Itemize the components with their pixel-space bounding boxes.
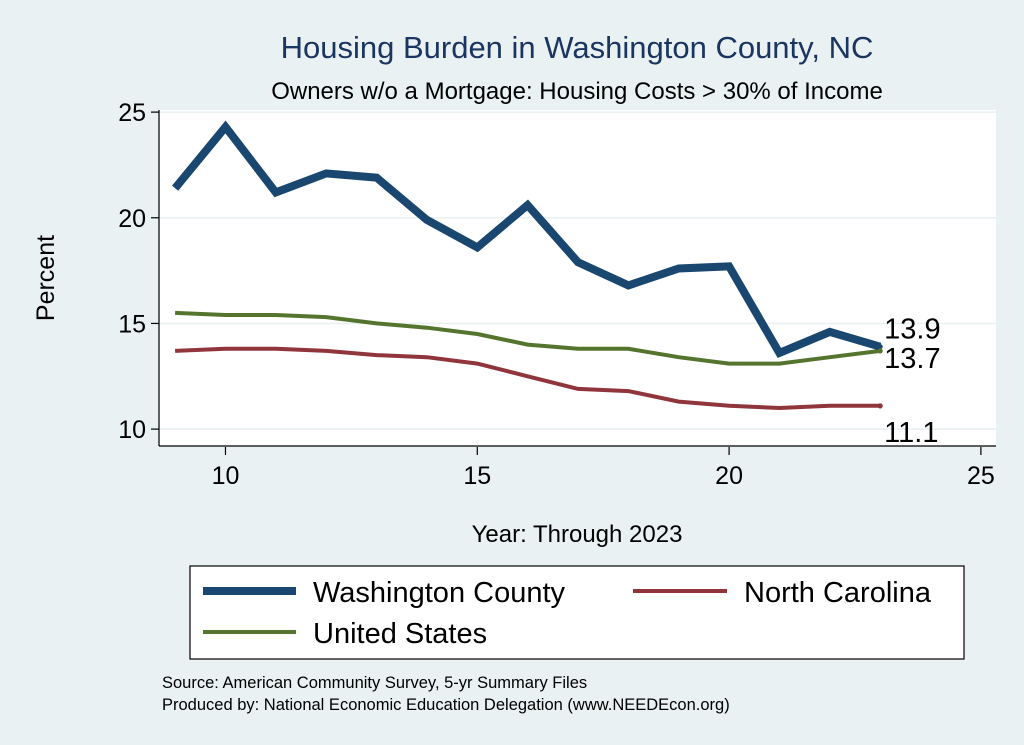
series-end-marker-washington-county — [877, 344, 883, 350]
end-label-washington-county: 13.9 — [884, 314, 940, 346]
series-line-washington-county — [172, 120, 882, 359]
grid-lines — [160, 111, 996, 430]
series-lines — [172, 120, 882, 411]
legend-label-washington-county: Washington County — [313, 577, 566, 609]
x-tick-label-10: 10 — [212, 462, 240, 490]
chart-subtitle: Owners w/o a Mortgage: Housing Costs > 3… — [271, 78, 883, 105]
y-tick-label-15: 15 — [118, 310, 146, 338]
chart-title: Housing Burden in Washington County, NC — [281, 30, 874, 65]
y-axis-ticks: 10 15 20 25 — [118, 99, 159, 444]
source-note: Source: American Community Survey, 5-yr … — [162, 674, 587, 692]
x-axis-ticks: 10 15 20 25 — [212, 447, 995, 490]
series-line-north-carolina — [175, 346, 881, 411]
y-axis-label: Percent — [32, 235, 60, 321]
end-label-united-states: 13.7 — [884, 343, 940, 375]
legend-label-north-carolina: North Carolina — [744, 577, 932, 609]
end-label-north-carolina: 11.1 — [884, 417, 938, 449]
legend-box — [189, 565, 965, 660]
x-tick-label-15: 15 — [463, 462, 491, 490]
y-tick-label-10: 10 — [118, 416, 146, 444]
producer-note: Produced by: National Economic Education… — [162, 696, 730, 714]
legend-label-united-states: United States — [313, 618, 487, 650]
y-tick-label-20: 20 — [118, 205, 146, 233]
series-line-united-states — [175, 310, 881, 366]
y-tick-label-25: 25 — [118, 99, 146, 127]
legend: Washington County North Carolina United St… — [189, 565, 965, 660]
series-end-marker-united-states — [877, 348, 883, 354]
end-labels: 13.9 11.1 13.7 — [877, 314, 941, 449]
plot-area — [160, 110, 996, 446]
x-axis-label: Year: Through 2023 — [472, 521, 683, 548]
x-tick-label-25: 25 — [967, 462, 995, 490]
series-end-marker-north-carolina — [877, 403, 883, 409]
x-tick-label-20: 20 — [715, 462, 743, 490]
